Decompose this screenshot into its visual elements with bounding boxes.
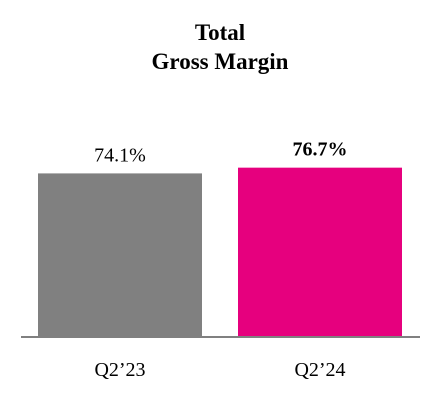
bar-1 [238, 167, 402, 337]
bars-group [38, 167, 402, 337]
chart-title-line-1: Total [195, 20, 245, 45]
x-tick-label-1: Q2’24 [294, 359, 345, 381]
labels-group: 74.1% Q2’23 76.7% Q2’24 [94, 139, 347, 381]
bar-0 [38, 173, 202, 337]
data-label-0: 74.1% [94, 144, 146, 166]
data-label-1: 76.7% [293, 139, 348, 161]
chart-title-line-2: Gross Margin [152, 49, 289, 74]
x-tick-label-0: Q2’23 [94, 359, 145, 381]
